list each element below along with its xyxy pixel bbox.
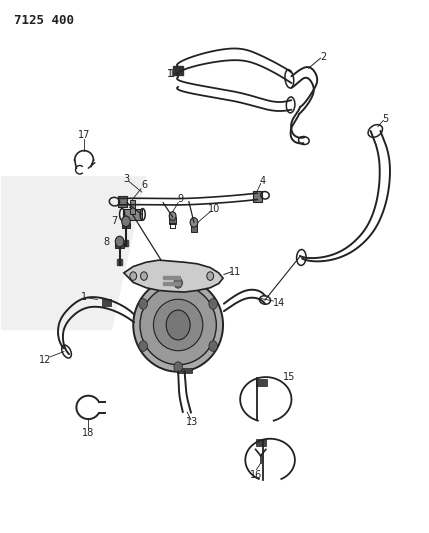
- Polygon shape: [169, 217, 176, 224]
- Polygon shape: [253, 191, 262, 201]
- Polygon shape: [118, 259, 122, 265]
- Text: 14: 14: [273, 297, 286, 308]
- Text: 7125 400: 7125 400: [14, 14, 73, 27]
- Polygon shape: [123, 209, 142, 220]
- Polygon shape: [130, 199, 135, 214]
- Text: 6: 6: [141, 180, 147, 190]
- Polygon shape: [102, 300, 111, 306]
- Text: 1: 1: [81, 292, 87, 302]
- Polygon shape: [124, 260, 223, 292]
- Circle shape: [209, 298, 218, 309]
- Ellipse shape: [140, 285, 216, 365]
- Text: 18: 18: [82, 428, 94, 438]
- Text: 10: 10: [208, 204, 220, 214]
- Text: 17: 17: [78, 130, 90, 140]
- Circle shape: [190, 217, 198, 227]
- Polygon shape: [1, 176, 146, 330]
- Polygon shape: [115, 243, 124, 248]
- Polygon shape: [257, 379, 267, 386]
- Text: 9: 9: [177, 194, 183, 204]
- Text: 1: 1: [166, 69, 172, 79]
- Ellipse shape: [154, 299, 203, 351]
- Text: 12: 12: [39, 354, 52, 365]
- Circle shape: [115, 236, 124, 247]
- Polygon shape: [122, 223, 130, 228]
- Ellipse shape: [133, 278, 223, 372]
- Circle shape: [174, 362, 182, 373]
- Circle shape: [209, 341, 218, 351]
- Text: 13: 13: [186, 417, 198, 427]
- Polygon shape: [190, 224, 197, 232]
- Text: 15: 15: [283, 372, 296, 382]
- Circle shape: [139, 341, 148, 351]
- Circle shape: [207, 272, 214, 280]
- Circle shape: [166, 310, 190, 340]
- Text: 8: 8: [104, 237, 110, 247]
- Text: 11: 11: [229, 267, 241, 277]
- Text: 3: 3: [124, 174, 130, 184]
- Polygon shape: [163, 276, 180, 279]
- Circle shape: [139, 298, 148, 309]
- Polygon shape: [256, 439, 266, 446]
- Text: 2: 2: [320, 52, 326, 61]
- Circle shape: [130, 272, 137, 280]
- Polygon shape: [118, 196, 127, 207]
- Circle shape: [122, 216, 130, 227]
- Circle shape: [174, 278, 182, 288]
- Polygon shape: [124, 240, 128, 246]
- Circle shape: [169, 212, 176, 220]
- Polygon shape: [177, 368, 192, 373]
- Text: 5: 5: [382, 114, 389, 124]
- Text: 1: 1: [169, 69, 175, 79]
- Text: 16: 16: [250, 470, 263, 480]
- Circle shape: [141, 272, 148, 280]
- Polygon shape: [163, 282, 180, 285]
- Text: 4: 4: [259, 176, 266, 187]
- Polygon shape: [173, 66, 183, 75]
- Text: 7: 7: [111, 216, 117, 227]
